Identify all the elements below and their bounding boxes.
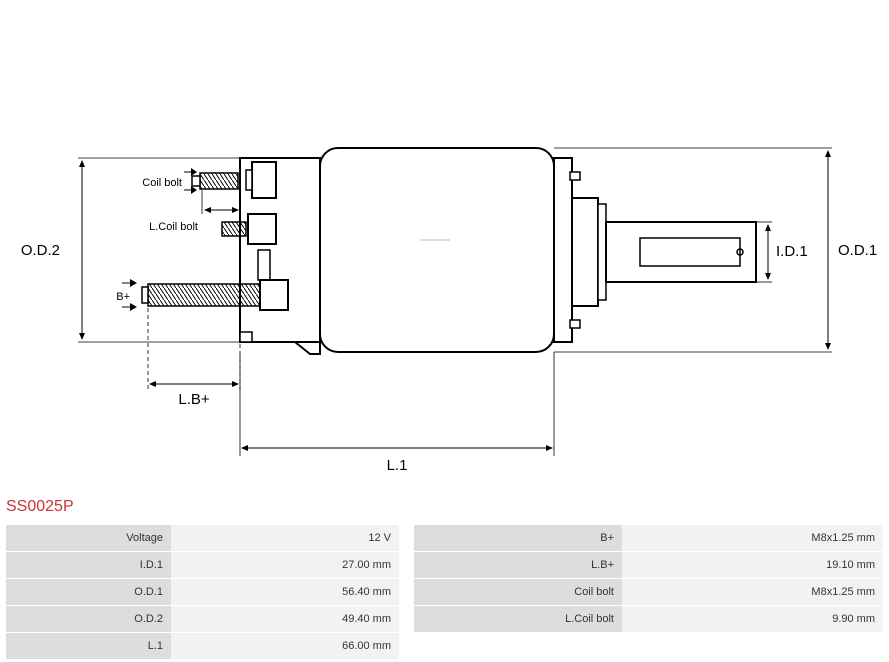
spec-label: O.D.1 bbox=[6, 579, 171, 605]
spec-value: 66.00 mm bbox=[171, 633, 399, 659]
spec-value: 12 V bbox=[171, 525, 399, 551]
spec-value: 56.40 mm bbox=[171, 579, 399, 605]
spec-label: L.B+ bbox=[414, 552, 622, 578]
od2-label: O.D.2 bbox=[21, 242, 60, 259]
spec-label: B+ bbox=[414, 525, 622, 551]
bplus-label: B+ bbox=[116, 291, 130, 303]
spec-label: I.D.1 bbox=[6, 552, 171, 578]
spec-value: 9.90 mm bbox=[622, 606, 883, 632]
spec-label: Coil bolt bbox=[414, 579, 622, 605]
id1-label: I.D.1 bbox=[776, 243, 808, 260]
spec-value: M8x1.25 mm bbox=[622, 525, 883, 551]
spec-label: L.1 bbox=[6, 633, 171, 659]
spec-table: Voltage 12 V B+ M8x1.25 mm I.D.1 27.00 m… bbox=[6, 525, 883, 659]
spec-value: 27.00 mm bbox=[171, 552, 399, 578]
diagram-svg: Coil bolt L.Coil bolt B+ L.B+ L.1 O.D.2 bbox=[0, 0, 889, 490]
spec-label: Voltage bbox=[6, 525, 171, 551]
spec-label: O.D.2 bbox=[6, 606, 171, 632]
spec-label: L.Coil bolt bbox=[414, 606, 622, 632]
spec-value: M8x1.25 mm bbox=[622, 579, 883, 605]
l-coil-bolt-label: L.Coil bolt bbox=[149, 221, 198, 233]
spec-value: 49.40 mm bbox=[171, 606, 399, 632]
spec-value: 19.10 mm bbox=[622, 552, 883, 578]
lbplus-label: L.B+ bbox=[178, 391, 210, 408]
part-number: SS0025P bbox=[6, 498, 74, 516]
od1-label: O.D.1 bbox=[838, 242, 877, 259]
coil-bolt-label: Coil bolt bbox=[142, 177, 182, 189]
technical-diagram: Coil bolt L.Coil bolt B+ L.B+ L.1 O.D.2 bbox=[0, 0, 889, 490]
l1-label: L.1 bbox=[387, 457, 408, 474]
